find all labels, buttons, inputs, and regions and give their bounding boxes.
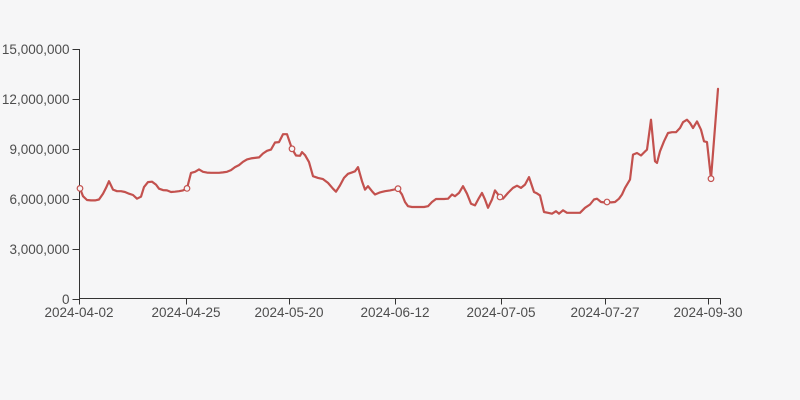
x-axis-tick-label: 2024-07-27 [570,305,639,320]
data-point-marker [183,184,191,192]
data-point-marker [288,145,296,153]
x-axis-tick-label: 2024-06-12 [360,305,429,320]
y-axis-tick-label: 3,000,000 [9,242,69,257]
y-axis-tick-label: 6,000,000 [9,192,69,207]
x-axis-tick-label: 2024-04-25 [151,305,220,320]
data-point-marker [496,193,504,201]
y-axis-tick-label: 12,000,000 [2,92,70,107]
data-point-marker [394,185,402,193]
x-axis-tick-label: 2024-09-30 [673,305,742,320]
data-point-marker [603,198,611,206]
x-axis-tick-label: 2024-05-20 [254,305,323,320]
data-point-marker [76,184,84,192]
price-line [78,87,720,215]
y-axis-tick-label: 15,000,000 [2,42,70,57]
y-axis-tick-label: 9,000,000 [9,142,69,157]
y-axis-tick-label: 0 [62,292,70,307]
x-axis-tick-label: 2024-07-05 [466,305,535,320]
x-axis-tick-label: 2024-04-02 [44,305,113,320]
data-point-marker [707,175,715,183]
